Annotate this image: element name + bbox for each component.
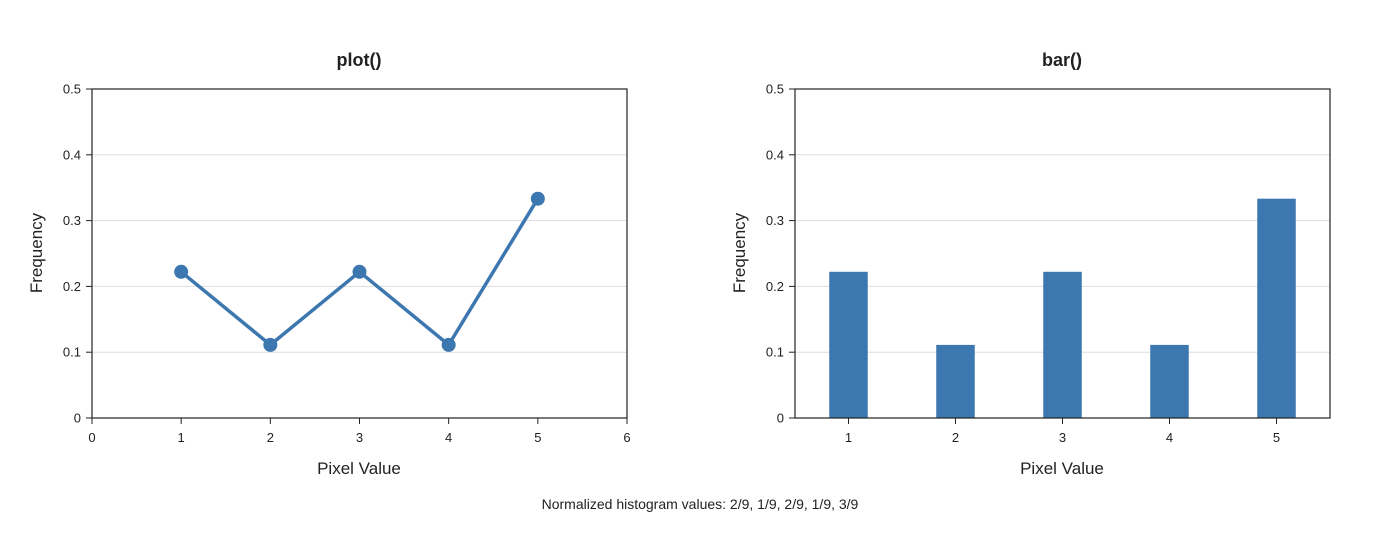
x-tick-label: 3	[356, 430, 363, 445]
y-tick-label: 0.1	[63, 345, 81, 360]
chart-title: plot()	[337, 50, 382, 70]
x-tick-label: 1	[845, 430, 852, 445]
x-tick-label: 0	[88, 430, 95, 445]
x-tick-label: 3	[1059, 430, 1066, 445]
y-tick-label: 0	[777, 411, 784, 426]
y-axis-label: Frequency	[27, 212, 46, 293]
y-axis-label: Frequency	[730, 212, 749, 293]
x-tick-label: 2	[952, 430, 959, 445]
bar	[829, 271, 868, 418]
data-point	[174, 264, 189, 279]
data-point	[352, 264, 367, 279]
figure-caption: Normalized histogram values: 2/9, 1/9, 2…	[541, 496, 859, 512]
x-tick-label: 5	[1273, 430, 1280, 445]
data-point	[530, 191, 545, 206]
axes: 0 0.1 0.2 0.3 0.4 0.5 0 1 2 3 4 5 6	[63, 82, 631, 446]
plot-area	[829, 198, 1296, 418]
chart-title: bar()	[1042, 50, 1082, 70]
bar	[1150, 344, 1189, 418]
y-tick-label: 0.5	[766, 82, 784, 97]
y-tick-label: 0.5	[63, 82, 81, 97]
plot-area	[174, 191, 545, 352]
plot-frame	[91, 88, 628, 419]
y-tick-label: 0	[74, 411, 81, 426]
x-tick-label: 1	[178, 430, 185, 445]
x-tick-label: 4	[1166, 430, 1173, 445]
line-chart: 0 0.1 0.2 0.3 0.4 0.5 0 1 2 3 4 5 6 plot() Pixel Val…	[27, 50, 631, 478]
grid-lines	[92, 154, 627, 353]
x-axis-label: Pixel Value	[317, 459, 401, 478]
y-tick-label: 0.2	[63, 279, 81, 294]
data-point	[441, 337, 456, 352]
y-tick-label: 0.3	[766, 213, 784, 228]
y-tick-label: 0.4	[63, 147, 81, 162]
y-tick-label: 0.4	[766, 147, 784, 162]
bar	[1043, 271, 1082, 418]
y-tick-label: 0.1	[766, 345, 784, 360]
bar-chart: 00.10.20.30.40.51 2 3 4 5 bar() Pixel Value …	[730, 50, 1331, 478]
x-tick-label: 4	[445, 430, 452, 445]
y-tick-label: 0.3	[63, 213, 81, 228]
bar	[936, 344, 975, 418]
x-axis-label: Pixel Value	[1020, 459, 1104, 478]
x-tick-label: 5	[534, 430, 541, 445]
bar	[1257, 198, 1296, 418]
axes: 0 0.1 0.2 0.3 0.4 0.5 1 2 3 4 5	[766, 82, 1331, 445]
y-tick-label: 0.2	[766, 279, 784, 294]
data-point	[263, 337, 278, 352]
x-tick-label: 2	[267, 430, 274, 445]
x-tick-label: 6	[623, 430, 630, 445]
